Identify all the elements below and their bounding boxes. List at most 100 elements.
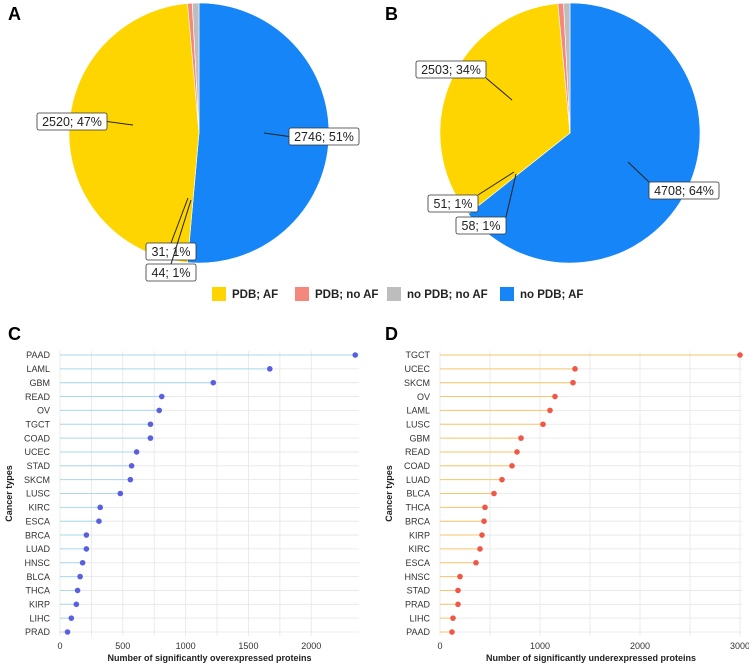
category-label-lihc: LIHC <box>409 613 430 623</box>
category-label-luad: LUAD <box>26 544 51 554</box>
x-tick-label: 2000 <box>301 641 321 651</box>
category-label-read: READ <box>25 392 51 402</box>
x-axis-title: Number of significantly underexpressed p… <box>486 653 696 663</box>
pie-slice-pdb-af <box>68 3 200 263</box>
category-label-ov: OV <box>417 392 430 402</box>
x-tick-label: 0 <box>57 641 62 651</box>
x-tick-label: 1500 <box>238 641 258 651</box>
pie-label-box <box>145 263 197 282</box>
legend-swatch-pdb-no-af <box>295 287 309 301</box>
lollipop-point-paad <box>352 352 359 358</box>
category-label-laml: LAML <box>26 364 50 374</box>
category-label-thca: THCA <box>26 586 51 596</box>
y-axis-title: Cancer types <box>384 465 394 522</box>
category-label-hnsc: HNSC <box>24 558 50 568</box>
lollipop-point-luad <box>83 546 90 552</box>
category-label-lusc: LUSC <box>406 419 431 429</box>
pie-label-box <box>415 60 487 79</box>
lollipop-point-kirc <box>97 504 104 511</box>
lollipop-point-skcm <box>127 476 134 483</box>
legend-label-pdb-af: PDB; AF <box>232 289 278 301</box>
lollipop-point-lihc <box>68 615 75 621</box>
pie-data-label-pdb-af: 2503; 34% <box>421 63 481 77</box>
lollipop-point-tgct <box>737 352 743 358</box>
pie-label-leader <box>170 197 189 244</box>
legend: PDB; AF PDB; no AF no PDB; no AF no PDB;… <box>212 287 583 301</box>
category-label-coad: COAD <box>24 433 51 443</box>
lollipop-chart-c: PAAD LAML GBM READ OV TGCT COAD UCEC STAD SKCM LUS… <box>4 350 359 663</box>
category-label-thca: THCA <box>406 503 431 513</box>
lollipop-point-stad <box>455 587 461 594</box>
pie-slice-no-pdb-no-af <box>563 2 571 134</box>
pie-slice-pdb-af <box>439 3 571 215</box>
lollipop-point-lusc <box>540 421 546 428</box>
pie-label-box <box>288 127 360 146</box>
category-label-prad: PRAD <box>25 627 51 637</box>
x-tick-label: 3000 <box>730 641 749 651</box>
lollipop-point-thca <box>482 504 488 511</box>
category-label-luad: LUAD <box>406 475 431 485</box>
pie-data-label-pdb-no-af: 51; 1% <box>434 197 473 211</box>
category-label-tgct: TGCT <box>406 350 431 360</box>
category-label-hnsc: HNSC <box>404 572 430 582</box>
category-label-tgct: TGCT <box>26 419 51 429</box>
pie-label-leader <box>485 77 513 101</box>
lollipop-point-laml <box>547 407 553 414</box>
lollipop-point-ov <box>156 407 163 414</box>
pie-label-leader <box>627 161 650 183</box>
lollipop-point-coad <box>509 463 515 469</box>
pie-label-leader <box>477 171 515 196</box>
pie-chart-a: 2746; 51% 2520; 47% 31; 1% 44; 1% <box>36 2 360 282</box>
lollipop-point-esca <box>96 518 102 524</box>
legend-label-no-pdb-no-af: no PDB; no AF <box>407 289 488 301</box>
category-label-gbm: GBM <box>29 378 50 388</box>
lollipop-point-blca <box>491 490 497 497</box>
x-tick-label: 1000 <box>176 641 196 651</box>
pie-data-label-no-pdb-af: 2746; 51% <box>294 130 354 144</box>
pie-label-leader <box>263 132 290 137</box>
lollipop-point-stad <box>128 463 135 469</box>
legend-swatch-pdb-af <box>212 287 226 301</box>
lollipop-point-skcm <box>570 379 576 386</box>
lollipop-point-read <box>514 449 520 455</box>
category-label-brca: BRCA <box>25 530 50 540</box>
lollipop-chart-d: TGCT UCEC SKCM OV LAML LUSC GBM READ COAD LUAD BLC… <box>384 350 749 663</box>
pie-slice-no-pdb-no-af <box>191 2 200 134</box>
pie-label-leader <box>505 173 517 218</box>
pie-label-box <box>648 181 720 200</box>
pie-label-box <box>427 194 479 213</box>
category-label-kirp: KIRP <box>409 530 430 540</box>
category-label-read: READ <box>405 447 431 457</box>
category-label-gbm: GBM <box>409 433 430 443</box>
pie-label-box <box>36 112 108 131</box>
pie-label-box <box>145 242 197 261</box>
pie-chart-b: 4708; 64% 2503; 34% 51; 1% 58; 1% <box>415 2 720 264</box>
legend-swatch-no-pdb-no-af <box>387 287 401 301</box>
lollipop-point-ucec <box>133 449 140 455</box>
panel-letter-d: D <box>385 324 398 344</box>
pie-data-label-pdb-no-af: 31; 1% <box>152 245 191 259</box>
legend-label-no-pdb-af: no PDB; AF <box>520 289 583 301</box>
x-tick-label: 500 <box>115 641 130 651</box>
category-label-ov: OV <box>37 406 50 416</box>
pie-label-box <box>455 216 507 235</box>
category-label-ucec: UCEC <box>24 447 50 457</box>
lollipop-point-lusc <box>117 490 124 497</box>
x-tick-label: 0 <box>437 641 442 651</box>
lollipop-point-kirp <box>479 532 485 538</box>
category-label-laml: LAML <box>406 406 430 416</box>
category-label-skcm: SKCM <box>24 475 50 485</box>
lollipop-point-brca <box>83 532 90 538</box>
category-label-esca: ESCA <box>405 558 430 568</box>
lollipop-point-brca <box>481 518 487 524</box>
category-label-kirc: KIRC <box>408 544 430 554</box>
lollipop-point-prad <box>64 629 71 635</box>
category-label-brca: BRCA <box>405 516 430 526</box>
lollipop-point-kirp <box>73 601 80 608</box>
lollipop-point-laml <box>267 366 273 372</box>
category-label-paad: PAAD <box>26 350 50 360</box>
category-label-coad: COAD <box>404 461 431 471</box>
category-label-blca: BLCA <box>26 572 50 582</box>
lollipop-point-hnsc <box>79 559 86 566</box>
